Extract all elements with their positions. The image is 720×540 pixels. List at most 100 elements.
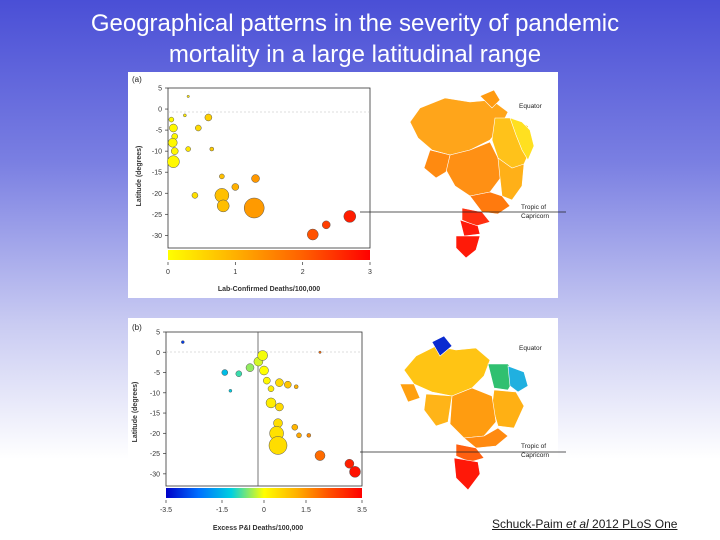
colorbar-a [168, 250, 370, 260]
data-point [204, 113, 213, 122]
x-tick-label: -3.5 [160, 507, 172, 514]
plot-a-y-ticks: 5 0 -5 -10 -15 -20 -25 -30 [152, 86, 168, 240]
panel-a: (a) Equator Tropic of Capricorn 5 0 -5 -10 -… [132, 75, 566, 293]
citation-italic: et al [566, 517, 589, 531]
data-point [267, 385, 275, 392]
y-tick-label: -30 [152, 233, 162, 240]
plot-b-xlabel: Excess P&I Deaths/100,000 [213, 525, 303, 532]
plot-a-ylabel: Latitude (degrees) [136, 146, 143, 207]
plot-a-frame [167, 87, 371, 249]
x-tick-label: 0 [166, 269, 170, 276]
panel-a-label: (a) [132, 75, 142, 84]
citation-suffix: 2012 PLoS One [588, 517, 678, 531]
plot-b-frame [165, 331, 363, 487]
panel-b: (b) Equator Tropic of Capricorn 5 0 -5 -10 -… [132, 323, 566, 532]
map-b-region-acre [399, 383, 421, 403]
colorbar-b [166, 488, 362, 498]
map-b-region-sao-paulo [455, 443, 485, 463]
data-point [183, 113, 187, 118]
x-tick-label: 3 [368, 269, 372, 276]
data-point [251, 174, 260, 183]
data-point [268, 436, 288, 455]
plot-b-y-ticks: 5 0 -5 -10 -15 -20 -25 -30 [150, 330, 166, 478]
map-a-region-sao-paulo [461, 207, 491, 227]
data-point [228, 389, 233, 393]
map-a-region-central [445, 141, 503, 197]
map-a-region-amapa [479, 89, 501, 109]
map-b-region-north [403, 345, 491, 397]
data-point [257, 350, 268, 361]
map-a-tropic-label-2: Capricorn [521, 213, 550, 220]
data-point [296, 432, 302, 439]
brazil-map-a [409, 89, 535, 259]
data-point [235, 370, 243, 377]
data-point [263, 376, 271, 385]
data-point [167, 155, 180, 168]
data-point [169, 123, 178, 133]
data-point [349, 466, 361, 478]
x-tick-label: 0 [262, 507, 266, 514]
data-point [318, 350, 322, 354]
citation-link[interactable]: Schuck-Paim et al 2012 PLoS One [492, 517, 677, 531]
y-tick-label: -15 [152, 170, 162, 177]
title-line-1: Geographical patterns in the severity of… [90, 10, 620, 37]
map-a-region-parana [459, 219, 481, 237]
data-point [231, 183, 240, 191]
map-b-tropic-label-2: Capricorn [521, 452, 550, 459]
data-point [167, 137, 178, 148]
y-tick-label: -5 [156, 128, 162, 135]
title-line-2: mortality in a large latitudinal range [168, 41, 542, 68]
data-point [219, 173, 225, 180]
map-b-region-northeast-b [507, 365, 529, 393]
data-point [216, 199, 230, 213]
plot-b-ylabel: Latitude (degrees) [132, 382, 139, 443]
map-b-region-south [453, 457, 481, 491]
plot-b-points [181, 340, 361, 478]
map-a-region-bahia [497, 157, 525, 201]
y-tick-label: -10 [150, 390, 160, 397]
data-point [185, 146, 191, 152]
data-point [265, 397, 277, 409]
y-tick-label: 5 [158, 86, 162, 93]
x-tick-label: 1.5 [301, 507, 311, 514]
data-point [186, 94, 190, 98]
data-point [170, 147, 179, 155]
x-tick-label: 1 [233, 269, 237, 276]
map-a-region-north [409, 97, 509, 156]
x-tick-label: 3.5 [357, 507, 367, 514]
y-tick-label: -25 [152, 212, 162, 219]
data-point [195, 124, 202, 132]
y-tick-label: -30 [150, 471, 160, 478]
map-a-region-west [423, 149, 451, 179]
data-point [168, 116, 175, 123]
data-point [343, 210, 357, 223]
plot-a-xlabel: Lab-Confirmed Deaths/100,000 [218, 286, 320, 293]
data-point [314, 450, 326, 461]
data-point [284, 380, 292, 389]
map-a-tropic-label-1: Tropic of [521, 204, 546, 211]
y-tick-label: -5 [154, 370, 160, 377]
plot-a-points [167, 94, 357, 241]
y-tick-label: -25 [150, 451, 160, 458]
data-point [221, 369, 229, 376]
data-point [209, 146, 215, 152]
panel-b-background [128, 318, 558, 536]
data-point [307, 228, 319, 241]
data-point [344, 458, 355, 469]
y-tick-label: 5 [156, 330, 160, 337]
map-a-equator-label: Equator [519, 103, 543, 110]
y-tick-label: 0 [158, 107, 162, 114]
data-point [243, 197, 265, 219]
panel-b-label: (b) [132, 323, 142, 332]
map-b-region-west [423, 393, 453, 427]
citation-prefix: Schuck-Paim [492, 517, 567, 531]
plot-a-x-ticks: 0 1 2 3 [166, 262, 372, 276]
map-a-region-coast [509, 117, 535, 161]
data-point [181, 340, 185, 344]
map-b-equator-label: Equator [519, 345, 543, 352]
map-b-region-roraima [431, 335, 453, 357]
plot-b-x-ticks: -3.5 -1.5 0 1.5 3.5 [160, 500, 367, 514]
x-tick-label: -1.5 [216, 507, 228, 514]
slide-title: Geographical patterns in the severity of… [30, 8, 680, 70]
